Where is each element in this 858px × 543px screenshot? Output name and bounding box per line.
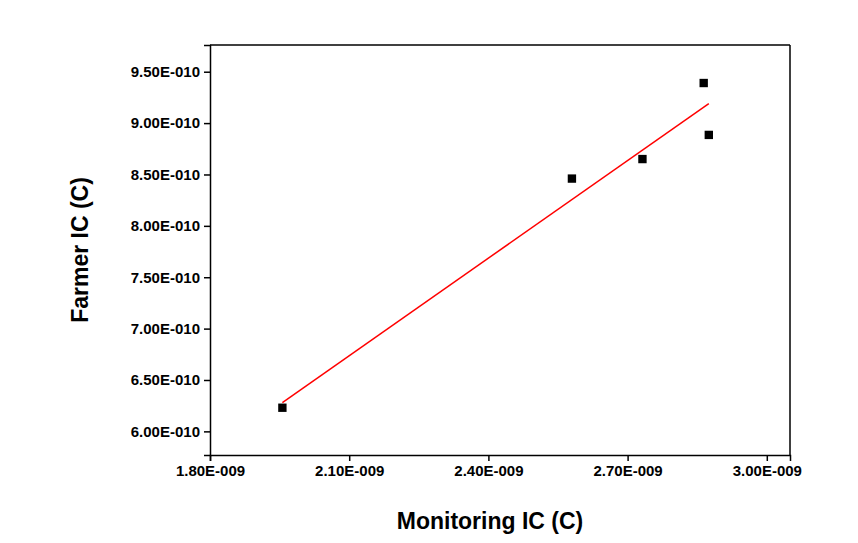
x-tick-mark xyxy=(767,455,769,461)
marks xyxy=(278,79,713,412)
x-tick-label: 2.40E-009 xyxy=(454,462,523,479)
y-tick-label: 6.50E-010 xyxy=(131,371,200,388)
y-tick-mark xyxy=(204,123,210,125)
y-tick: 8.00E-010 xyxy=(131,217,210,234)
y-tick-label: 8.00E-010 xyxy=(131,217,200,234)
y-tick-mark xyxy=(204,174,210,176)
x-tick-mark xyxy=(627,455,629,461)
point xyxy=(700,79,708,87)
x-tick: 2.40E-009 xyxy=(454,455,523,479)
chart: 1.80E-009 2.10E-009 2.40E-009 2.70E-009 3.00… xyxy=(0,0,858,543)
point xyxy=(705,131,713,139)
y-tick-mark xyxy=(204,71,210,73)
y-tick-mark xyxy=(204,380,210,382)
x-tick: 1.80E-009 xyxy=(176,455,245,479)
x-axis: 1.80E-009 2.10E-009 2.40E-009 2.70E-009 3.00… xyxy=(176,455,802,479)
y-tick-label: 7.00E-010 xyxy=(131,320,200,337)
y-tick-label: 7.50E-010 xyxy=(131,269,200,286)
x-tick: 2.10E-009 xyxy=(315,455,384,479)
x-tick-mark xyxy=(349,455,351,461)
y-tick-label: 6.00E-010 xyxy=(131,423,200,440)
x-tick: 2.70E-009 xyxy=(593,455,662,479)
point xyxy=(278,404,286,412)
y-tick-mark xyxy=(204,277,210,279)
frame xyxy=(210,44,790,46)
y-axis-title: Farmer IC (C) xyxy=(67,177,93,323)
y-tick-mark xyxy=(204,226,210,228)
y-tick-mark xyxy=(204,431,210,433)
y-tick: 7.50E-010 xyxy=(131,269,210,286)
y-tick-mark xyxy=(204,328,210,330)
x-axis-title: Monitoring IC (C) xyxy=(397,508,584,534)
x-axis-line xyxy=(211,456,791,462)
y-axis: 6.00E-010 6.50E-010 7.00E-010 7.50E-010 8.00… xyxy=(131,46,211,456)
y-tick-label: 8.50E-010 xyxy=(131,166,200,183)
x-tick-label: 2.70E-009 xyxy=(593,462,662,479)
y-tick: 8.50E-010 xyxy=(131,166,210,183)
x-tick-label: 2.10E-009 xyxy=(315,462,384,479)
y-axis-line xyxy=(204,46,211,456)
y-tick-label: 9.00E-010 xyxy=(131,114,200,131)
point xyxy=(638,155,646,163)
plot: 1.80E-009 2.10E-009 2.40E-009 2.70E-009 3.00… xyxy=(131,45,802,479)
y-tick: 6.50E-010 xyxy=(131,371,210,388)
point xyxy=(568,174,576,182)
fit-line xyxy=(282,104,708,403)
frame xyxy=(789,45,791,455)
x-tick-mark xyxy=(488,455,490,461)
x-tick: 3.00E-009 xyxy=(733,455,802,479)
y-tick-label: 9.50E-010 xyxy=(131,63,200,80)
x-tick-label: 1.80E-009 xyxy=(176,462,245,479)
x-tick-label: 3.00E-009 xyxy=(733,462,802,479)
y-tick: 6.00E-010 xyxy=(131,423,210,440)
y-tick: 9.50E-010 xyxy=(131,63,210,80)
y-tick: 9.00E-010 xyxy=(131,114,210,131)
y-tick: 7.00E-010 xyxy=(131,320,210,337)
